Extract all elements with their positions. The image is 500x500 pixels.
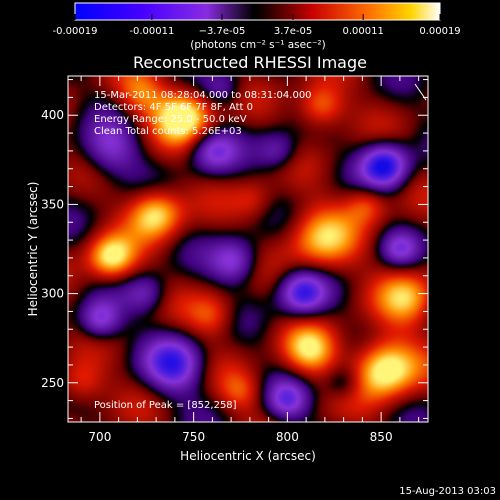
axis-ticks: 700 750 800 850 250 300 350 400 [41,76,428,444]
x-tick-label: 800 [276,430,299,444]
plot-frame [67,75,429,423]
annotations: 15-Mar-2011 08:28:04.000 to 08:31:04.000… [94,90,312,411]
colorbar-tick-label: 0.00019 [419,26,460,37]
colorbar-units: (photons cm⁻² s⁻¹ asec⁻²) [190,39,325,51]
colorbar-ticks: -0.00019 -0.00011 −3.7e-05 3.7e-05 0.00011 0.… [53,14,461,37]
y-tick-label: 300 [41,287,64,301]
heatmap-image [68,76,428,422]
annotation-detectors: Detectors: 4F 5F 6F 7F 8F, Att 0 [94,102,253,113]
colorbar-tick-label: 0.00011 [342,26,383,37]
annotation-time: 15-Mar-2011 08:28:04.000 to 08:31:04.000 [94,90,312,101]
colorbar-tick-label: 3.7e-05 [274,26,312,37]
x-tick-label: 850 [370,430,393,444]
y-tick-label: 350 [41,197,64,211]
colorbar-tick-label: -0.00019 [53,26,98,37]
peak-position-label: Position of Peak = [852,258] [94,400,237,411]
colorbar-tick-label: −3.7e-05 [199,26,246,37]
x-axis-label: Heliocentric X (arcsec) [180,449,316,463]
colorbar-gradient [74,2,441,21]
plot-area: 700 750 800 850 250 300 350 400 [41,75,429,444]
colorbar: -0.00019 -0.00011 −3.7e-05 3.7e-05 0.00011 0.… [53,2,461,51]
y-tick-label: 250 [41,376,64,390]
timestamp: 15-Aug-2013 03:03 [399,486,496,497]
y-tick-label: 400 [41,108,64,122]
chart-title: Reconstructed RHESSI Image [133,53,367,72]
y-axis-label: Heliocentric Y (arcsec) [26,182,40,317]
annotation-energy: Energy Range: 25.0 - 50.0 keV [94,114,247,125]
colorbar-tick-label: -0.00011 [129,26,174,37]
annotation-counts: Clean Total counts: 5.26E+03 [94,126,242,137]
x-tick-label: 750 [182,430,205,444]
x-tick-label: 700 [88,430,111,444]
